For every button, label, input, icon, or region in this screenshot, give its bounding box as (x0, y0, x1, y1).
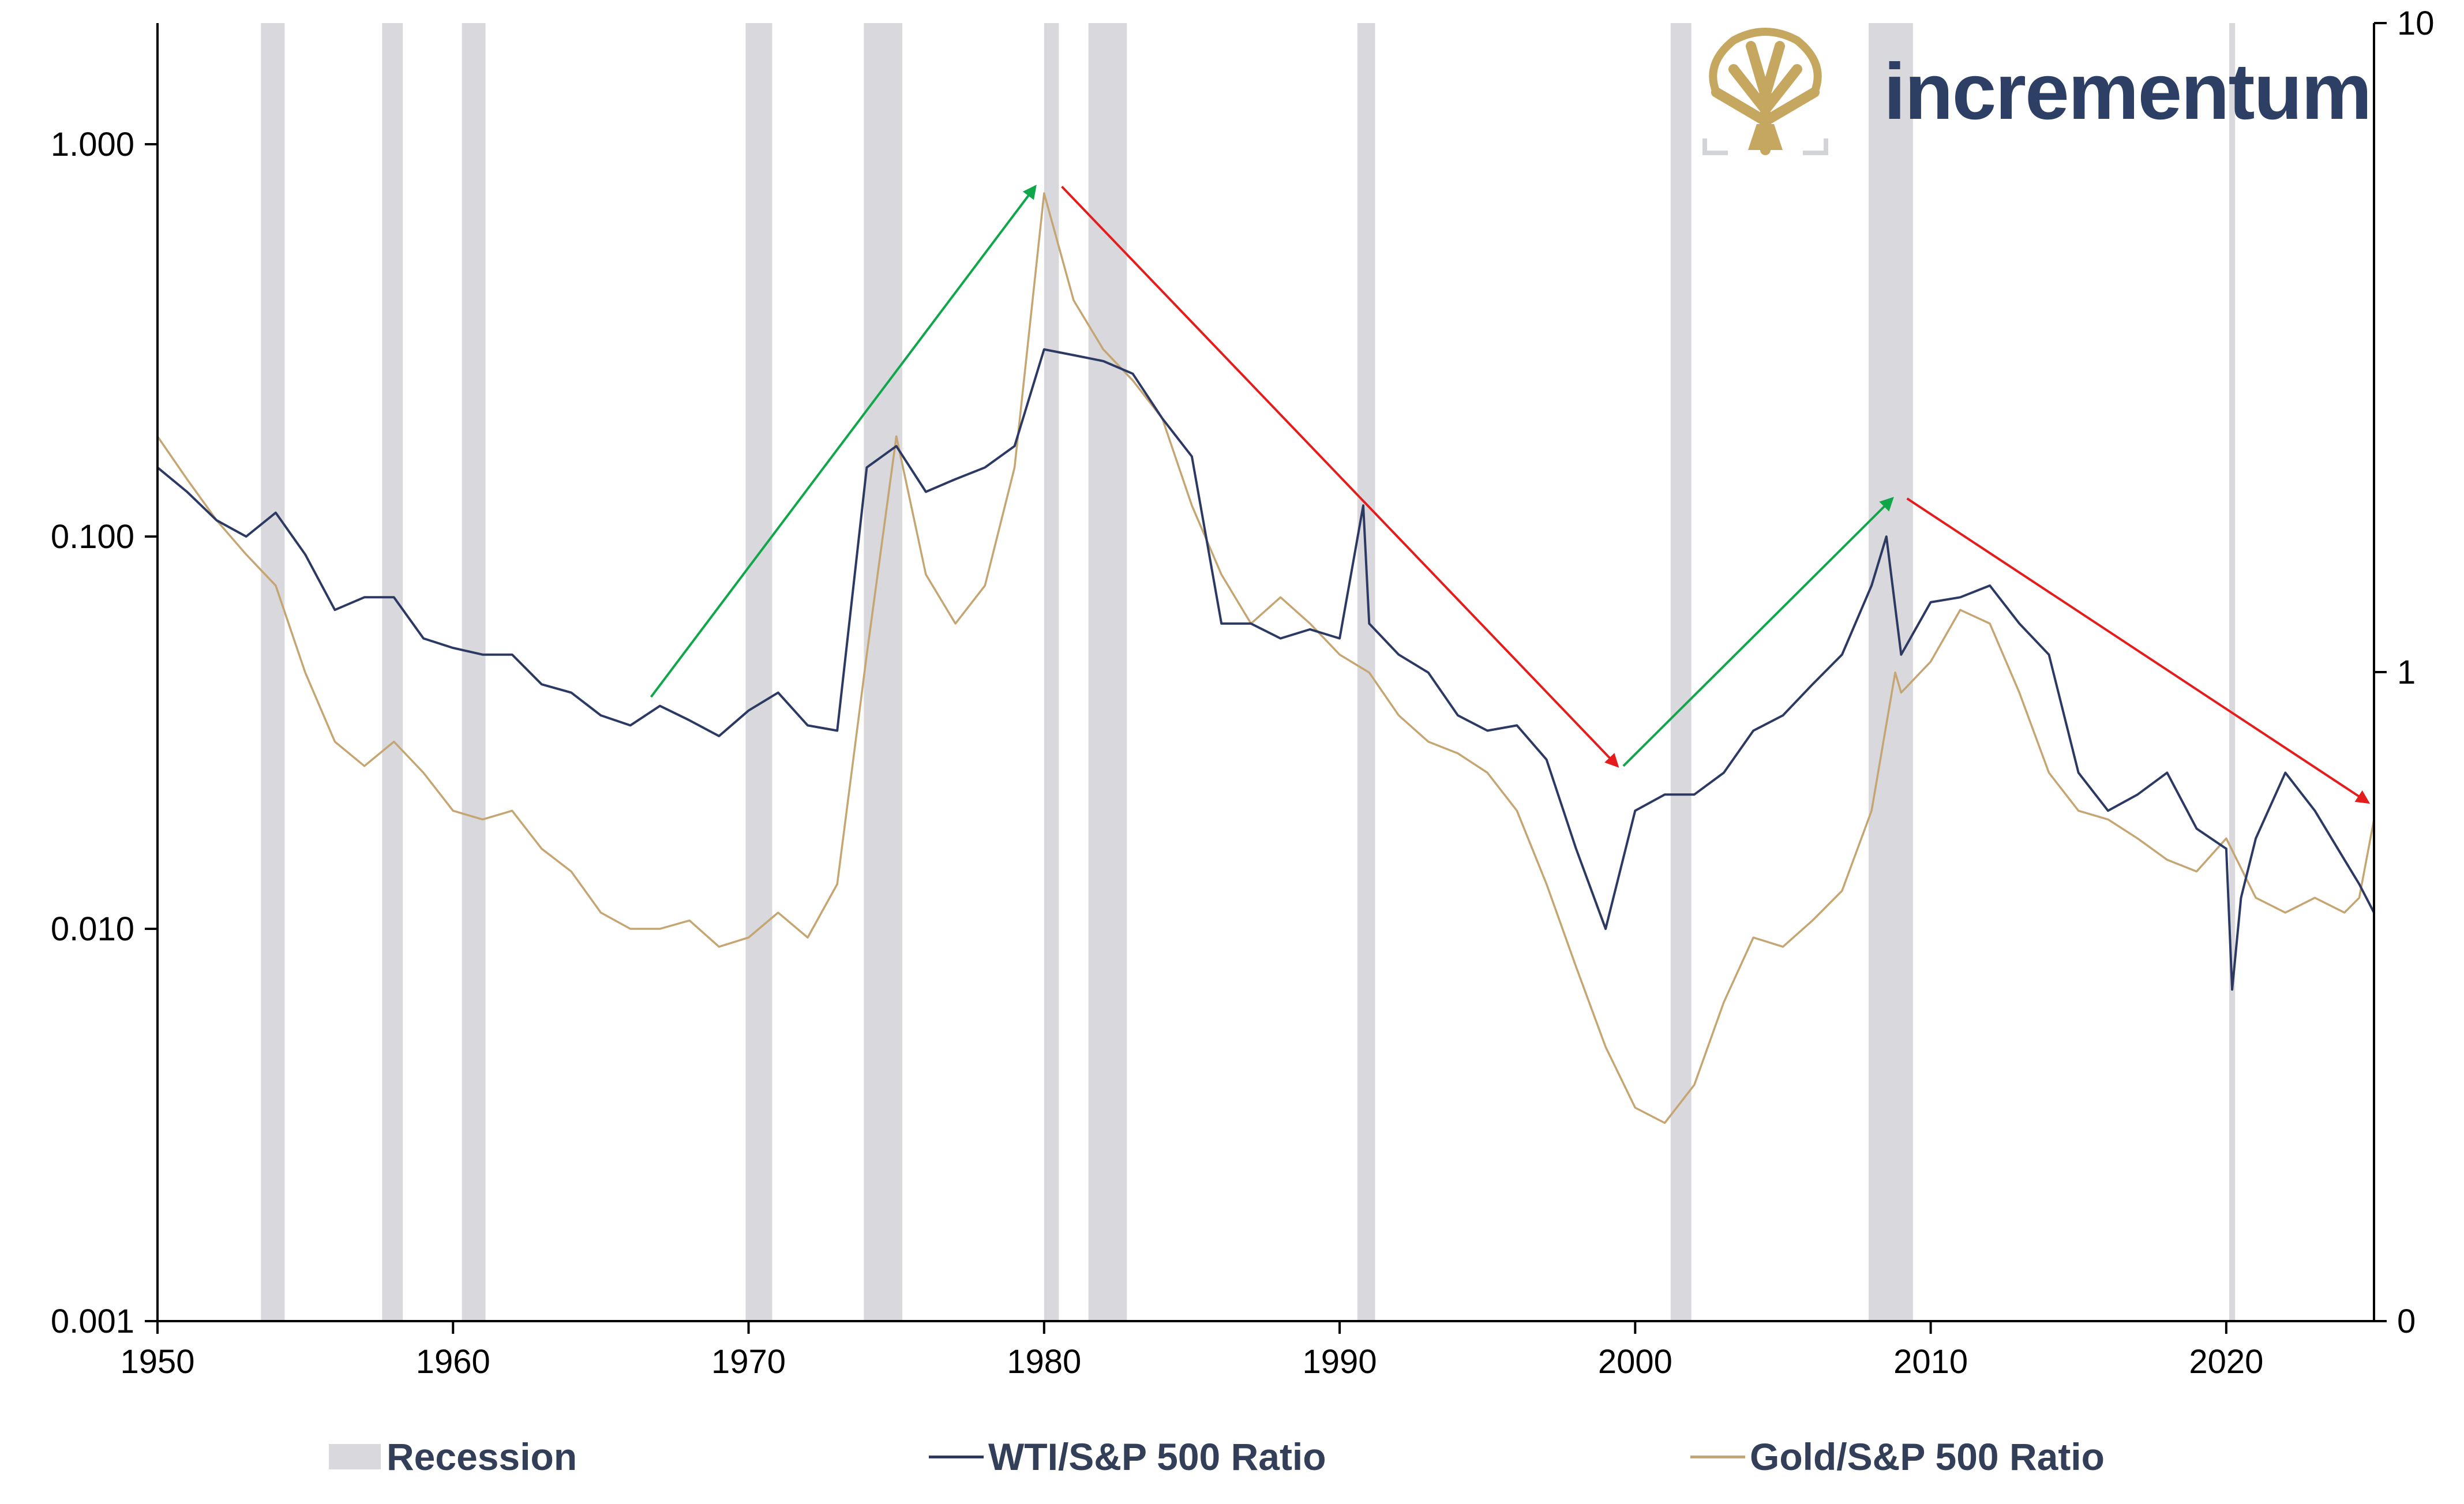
y-left-tick-label: 0.001 (51, 1303, 134, 1340)
x-tick-label: 2020 (2189, 1343, 2263, 1381)
legend-wti: WTI/S&P 500 Ratio (929, 1425, 1326, 1488)
x-tick-label: 1990 (1303, 1343, 1377, 1381)
y-right-tick-label: 0 (2397, 1303, 2416, 1340)
y-right-tick-label: 10 (2397, 5, 2435, 42)
recession-band (261, 23, 285, 1321)
recession-swatch (329, 1444, 381, 1469)
x-tick-label: 1970 (711, 1343, 786, 1381)
gold-series-line (156, 192, 2375, 1124)
recession-band (1357, 23, 1375, 1321)
down-trend-arrow (1061, 185, 1619, 768)
recession-band (745, 23, 772, 1321)
x-tick-label: 1960 (416, 1343, 490, 1381)
recession-bands (261, 23, 2236, 1321)
legend-recession-label: Recession (387, 1435, 577, 1478)
legend-gold-label: Gold/S&P 500 Ratio (1750, 1435, 2105, 1478)
tick-layer: 1950 1960 1970 1980 1990 2000 2010 2020 0.001 0.0… (51, 5, 2435, 1381)
y-right-tick-label: 1 (2397, 654, 2416, 691)
y-left-tick-label: 1.000 (51, 126, 134, 163)
gold-swatch (1690, 1455, 1745, 1458)
recession-band (462, 23, 486, 1321)
y-left-tick-label: 0.100 (51, 518, 134, 556)
tree-icon (1702, 28, 1828, 155)
recession-band (382, 23, 403, 1321)
series-layer (156, 192, 2375, 1124)
x-tick-label: 2000 (1598, 1343, 1672, 1381)
recession-band (1088, 23, 1127, 1321)
recession-band (864, 23, 902, 1321)
incrementum-logo: incrementum (1699, 23, 2372, 156)
legend-wti-label: WTI/S&P 500 Ratio (988, 1435, 1326, 1478)
recession-band (2229, 23, 2236, 1321)
up-trend-arrow (650, 185, 1037, 698)
up-trend-arrow (1622, 497, 1894, 767)
legend-recession: Recession (329, 1425, 577, 1488)
trend-arrows (650, 185, 2371, 804)
logo-text: incrementum (1884, 47, 2372, 136)
wti-series-line (156, 348, 2375, 991)
y-left-tick-label: 0.010 (51, 910, 134, 948)
down-trend-arrow (1906, 497, 2371, 804)
wti-swatch (929, 1455, 984, 1458)
legend-gold: Gold/S&P 500 Ratio (1690, 1425, 2105, 1488)
x-tick-label: 1980 (1007, 1343, 1081, 1381)
x-tick-label: 2010 (1893, 1343, 1968, 1381)
recession-band (1869, 23, 1913, 1321)
x-tick-label: 1950 (120, 1343, 194, 1381)
axes (156, 23, 2375, 1322)
recession-band (1670, 23, 1692, 1321)
